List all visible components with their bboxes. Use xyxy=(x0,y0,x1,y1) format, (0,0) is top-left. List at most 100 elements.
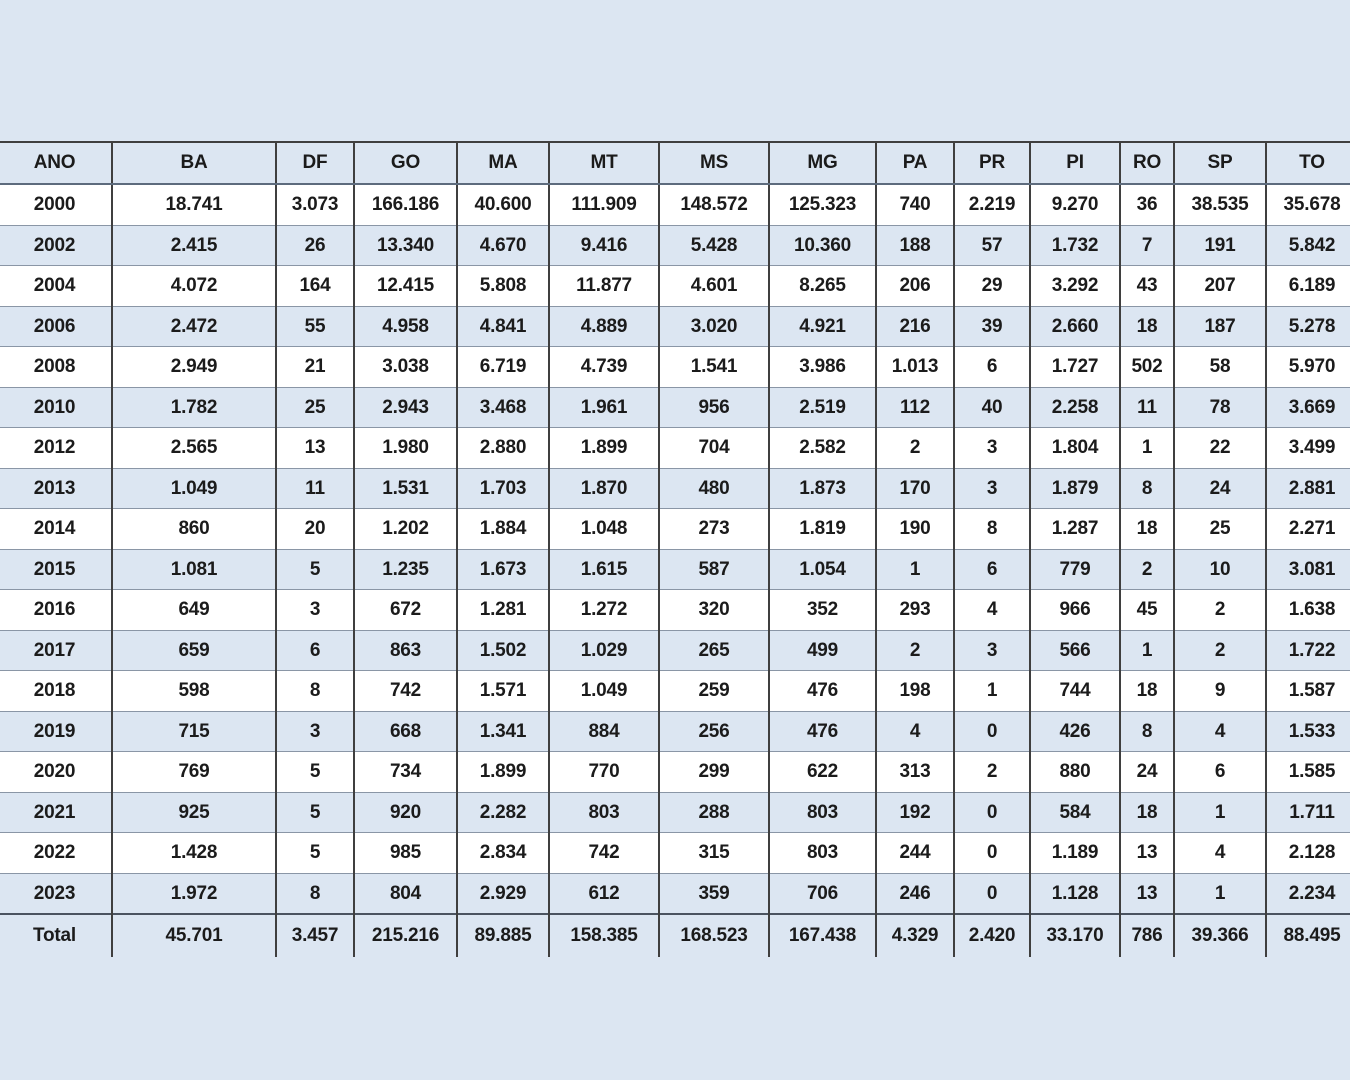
cell-pi: 744 xyxy=(1029,670,1121,712)
cell-year: 2014 xyxy=(0,508,113,550)
cell-sp: 9 xyxy=(1173,670,1267,712)
cell-pi: 779 xyxy=(1029,548,1121,590)
cell-go: 2.943 xyxy=(353,386,458,428)
cell-ba: 2.472 xyxy=(111,305,277,347)
cell-ma: 6.719 xyxy=(456,346,550,388)
cell-ma: 3.468 xyxy=(456,386,550,428)
cell-ro: 1 xyxy=(1119,629,1175,671)
table-row: 2002 2.415 26 13.340 4.670 9.416 5.428 10.360 18… xyxy=(0,224,1350,266)
cell-ms: 265 xyxy=(658,629,770,671)
cell-pa: 112 xyxy=(875,386,955,428)
total-cell-pr: 2.420 xyxy=(953,913,1031,957)
total-cell-go: 215.216 xyxy=(353,913,458,957)
cell-mt: 111.909 xyxy=(548,183,660,226)
cell-go: 166.186 xyxy=(353,183,458,226)
column-header-pi: PI xyxy=(1029,141,1121,185)
cell-pa: 216 xyxy=(875,305,955,347)
cell-pa: 313 xyxy=(875,751,955,793)
cell-mg: 1.819 xyxy=(768,508,877,550)
cell-ms: 704 xyxy=(658,427,770,469)
cell-ro: 36 xyxy=(1119,183,1175,226)
total-cell-ba: 45.701 xyxy=(111,913,277,957)
cell-ma: 1.341 xyxy=(456,710,550,752)
cell-to: 3.669 xyxy=(1265,386,1350,428)
column-header-go: GO xyxy=(353,141,458,185)
cell-pa: 244 xyxy=(875,832,955,874)
cell-to: 2.234 xyxy=(1265,872,1350,915)
cell-ro: 18 xyxy=(1119,305,1175,347)
total-label: Total xyxy=(0,913,113,957)
cell-pr: 3 xyxy=(953,467,1031,509)
cell-go: 863 xyxy=(353,629,458,671)
cell-ma: 1.884 xyxy=(456,508,550,550)
cell-ro: 13 xyxy=(1119,832,1175,874)
cell-go: 742 xyxy=(353,670,458,712)
cell-to: 3.499 xyxy=(1265,427,1350,469)
cell-go: 1.980 xyxy=(353,427,458,469)
cell-mg: 125.323 xyxy=(768,183,877,226)
cell-ro: 8 xyxy=(1119,710,1175,752)
cell-go: 668 xyxy=(353,710,458,752)
total-cell-df: 3.457 xyxy=(275,913,355,957)
cell-pa: 198 xyxy=(875,670,955,712)
cell-year: 2000 xyxy=(0,183,113,226)
cell-ms: 148.572 xyxy=(658,183,770,226)
cell-mg: 1.054 xyxy=(768,548,877,590)
cell-ba: 1.972 xyxy=(111,872,277,915)
cell-pi: 1.189 xyxy=(1029,832,1121,874)
cell-mt: 1.029 xyxy=(548,629,660,671)
cell-go: 985 xyxy=(353,832,458,874)
table-row: 2000 18.741 3.073 166.186 40.600 111.909 148.5… xyxy=(0,183,1350,226)
cell-to: 3.081 xyxy=(1265,548,1350,590)
total-cell-ms: 168.523 xyxy=(658,913,770,957)
cell-ms: 299 xyxy=(658,751,770,793)
cell-ms: 5.428 xyxy=(658,224,770,266)
cell-pr: 3 xyxy=(953,629,1031,671)
cell-df: 5 xyxy=(275,832,355,874)
cell-ma: 1.673 xyxy=(456,548,550,590)
table-row: 2004 4.072 164 12.415 5.808 11.877 4.601 8.265 2… xyxy=(0,265,1350,307)
cell-pa: 192 xyxy=(875,791,955,833)
cell-pr: 2.219 xyxy=(953,183,1031,226)
column-header-pa: PA xyxy=(875,141,955,185)
cell-go: 1.531 xyxy=(353,467,458,509)
cell-ba: 4.072 xyxy=(111,265,277,307)
cell-sp: 191 xyxy=(1173,224,1267,266)
cell-ro: 13 xyxy=(1119,872,1175,915)
cell-ro: 24 xyxy=(1119,751,1175,793)
cell-mg: 803 xyxy=(768,832,877,874)
cell-ms: 273 xyxy=(658,508,770,550)
table-header: ANO BA DF GO MA MT MS MG PA PR PI RO SP TO xyxy=(0,141,1350,185)
table-row: 2012 2.565 13 1.980 2.880 1.899 704 2.582 2 3 1.80… xyxy=(0,427,1350,469)
cell-pa: 206 xyxy=(875,265,955,307)
cell-pi: 2.258 xyxy=(1029,386,1121,428)
cell-df: 5 xyxy=(275,548,355,590)
cell-ba: 1.782 xyxy=(111,386,277,428)
cell-ma: 4.841 xyxy=(456,305,550,347)
cell-year: 2019 xyxy=(0,710,113,752)
cell-mt: 803 xyxy=(548,791,660,833)
cell-mt: 770 xyxy=(548,751,660,793)
cell-go: 1.235 xyxy=(353,548,458,590)
cell-year: 2015 xyxy=(0,548,113,590)
total-cell-ro: 786 xyxy=(1119,913,1175,957)
cell-df: 8 xyxy=(275,670,355,712)
cell-ro: 43 xyxy=(1119,265,1175,307)
cell-ro: 45 xyxy=(1119,589,1175,631)
cell-go: 1.202 xyxy=(353,508,458,550)
cell-mg: 2.582 xyxy=(768,427,877,469)
cell-year: 2017 xyxy=(0,629,113,671)
cell-to: 5.278 xyxy=(1265,305,1350,347)
cell-df: 21 xyxy=(275,346,355,388)
cell-ma: 2.929 xyxy=(456,872,550,915)
cell-mt: 742 xyxy=(548,832,660,874)
cell-ba: 860 xyxy=(111,508,277,550)
cell-pi: 1.804 xyxy=(1029,427,1121,469)
cell-ms: 315 xyxy=(658,832,770,874)
cell-mg: 476 xyxy=(768,670,877,712)
cell-pa: 293 xyxy=(875,589,955,631)
cell-ro: 18 xyxy=(1119,508,1175,550)
cell-pr: 29 xyxy=(953,265,1031,307)
cell-df: 3 xyxy=(275,589,355,631)
cell-go: 804 xyxy=(353,872,458,915)
